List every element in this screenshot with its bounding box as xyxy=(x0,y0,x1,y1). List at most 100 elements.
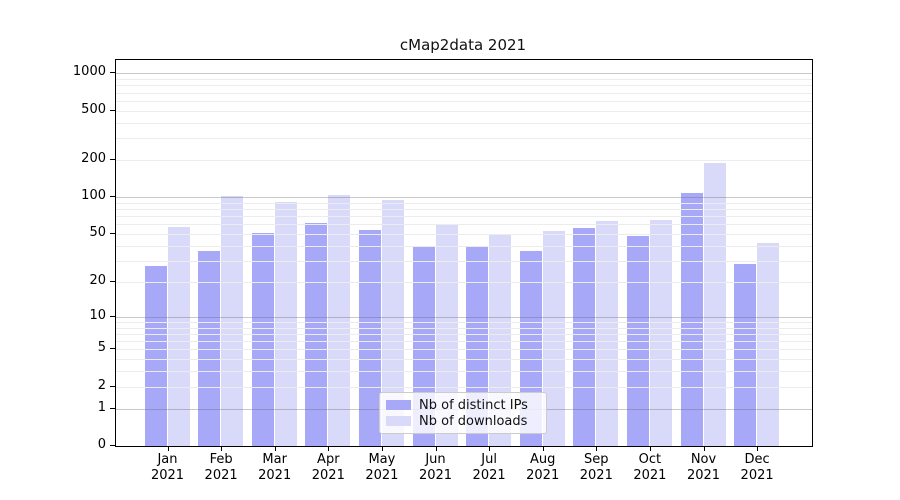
y-tick-label-0: 0 xyxy=(97,437,106,452)
y-tick-label-200: 200 xyxy=(81,150,106,166)
y-tick-mark xyxy=(110,385,115,387)
y-tick-mark xyxy=(110,280,115,282)
gridline-5 xyxy=(116,349,812,351)
x-tick-label-sep: Sep 2021 xyxy=(579,452,613,483)
bar-oct-downloads xyxy=(649,220,672,446)
legend-item-downloads: Nb of downloads xyxy=(386,413,538,429)
x-tick-label-jul: Jul 2021 xyxy=(472,452,506,483)
gridline-9 xyxy=(116,321,812,323)
bar-feb-distinct-ips xyxy=(198,251,221,446)
bar-jan-downloads xyxy=(167,226,190,446)
legend-swatch-distinct-ips xyxy=(386,400,411,410)
plot-area xyxy=(115,59,813,447)
gridline-7 xyxy=(116,333,812,335)
y-tick-mark xyxy=(110,196,115,197)
y-tick-mark xyxy=(110,158,115,160)
legend-item-distinct-ips: Nb of distinct IPs xyxy=(386,397,538,413)
bar-sep-downloads xyxy=(596,220,619,446)
x-tick-mark xyxy=(274,446,276,451)
gridline-20 xyxy=(116,281,812,283)
x-tick-mark xyxy=(221,446,223,451)
gridline-700 xyxy=(116,92,812,94)
y-tick-label-20: 20 xyxy=(89,272,106,288)
gridline-3 xyxy=(116,371,812,373)
gridline-1000 xyxy=(116,73,812,75)
gridline-2 xyxy=(116,386,812,388)
gridline-900 xyxy=(116,79,812,80)
gridline-200 xyxy=(116,159,812,161)
gridline-10 xyxy=(116,316,812,318)
y-tick-label-1: 1 xyxy=(97,399,106,415)
legend-swatch-downloads xyxy=(386,416,411,426)
x-tick-label-feb: Feb 2021 xyxy=(204,452,238,483)
x-tick-mark xyxy=(328,446,330,451)
x-tick-mark xyxy=(167,446,169,451)
bar-jan-distinct-ips xyxy=(144,266,167,446)
bar-apr-downloads xyxy=(328,195,351,446)
x-tick-mark xyxy=(381,446,383,451)
y-tick-mark xyxy=(110,72,115,74)
gridline-600 xyxy=(116,100,812,102)
x-tick-mark xyxy=(435,446,437,451)
gridline-500 xyxy=(116,110,812,112)
y-tick-label-50: 50 xyxy=(89,224,106,240)
legend-label-downloads: Nb of downloads xyxy=(419,413,528,429)
x-tick-mark xyxy=(542,446,544,451)
gridline-6 xyxy=(116,341,812,342)
y-tick-mark xyxy=(110,109,115,111)
x-tick-label-aug: Aug 2021 xyxy=(526,452,560,483)
x-tick-label-jan: Jan 2021 xyxy=(150,452,185,483)
gridline-8 xyxy=(116,327,812,329)
bar-mar-distinct-ips xyxy=(251,232,274,446)
gridline-80 xyxy=(116,208,812,210)
y-tick-mark xyxy=(110,315,115,317)
x-tick-label-nov: Nov 2021 xyxy=(686,452,721,483)
gridline-400 xyxy=(116,122,812,124)
y-tick-mark xyxy=(110,445,115,446)
gridline-50 xyxy=(116,233,812,235)
x-tick-label-jun: Jun 2021 xyxy=(418,452,453,483)
bar-feb-downloads xyxy=(221,196,244,446)
bar-dec-distinct-ips xyxy=(734,264,757,446)
x-tick-label-dec: Dec 2021 xyxy=(740,452,774,483)
legend-label-distinct-ips: Nb of distinct IPs xyxy=(419,397,528,413)
gridline-40 xyxy=(116,245,812,247)
y-tick-label-1000: 1000 xyxy=(72,64,106,80)
y-tick-label-100: 100 xyxy=(81,188,106,203)
x-tick-mark xyxy=(703,446,705,451)
x-tick-label-mar: Mar 2021 xyxy=(258,452,292,483)
bar-may-distinct-ips xyxy=(358,229,381,446)
gridline-70 xyxy=(116,216,812,217)
gridline-800 xyxy=(116,85,812,87)
y-tick-label-10: 10 xyxy=(89,307,106,323)
gridline-90 xyxy=(116,202,812,204)
bar-nov-downloads xyxy=(703,162,726,446)
x-tick-label-oct: Oct 2021 xyxy=(633,452,667,483)
bar-dec-downloads xyxy=(757,243,780,446)
bar-aug-downloads xyxy=(542,230,565,446)
y-tick-mark xyxy=(110,232,115,234)
legend: Nb of distinct IPs Nb of downloads xyxy=(379,392,547,434)
x-tick-label-may: May 2021 xyxy=(365,452,399,483)
x-tick-label-apr: Apr 2021 xyxy=(311,452,345,483)
bar-nov-distinct-ips xyxy=(680,193,703,446)
y-tick-mark xyxy=(110,407,115,409)
y-tick-mark xyxy=(110,348,115,350)
bar-jun-downloads xyxy=(435,224,458,446)
chart-title: cMap2data 2021 xyxy=(399,36,527,54)
x-tick-mark xyxy=(757,446,759,451)
bar-may-downloads xyxy=(381,200,404,446)
gridline-100 xyxy=(116,197,812,198)
gridline-300 xyxy=(116,138,812,140)
y-tick-label-500: 500 xyxy=(81,101,106,117)
y-tick-label-2: 2 xyxy=(97,377,106,393)
gridline-60 xyxy=(116,224,812,226)
x-tick-mark xyxy=(489,446,491,451)
y-tick-label-5: 5 xyxy=(97,340,106,356)
x-tick-mark xyxy=(596,446,598,451)
gridline-4 xyxy=(116,359,812,361)
x-tick-mark xyxy=(649,446,651,451)
bar-mar-downloads xyxy=(274,201,297,446)
gridline-30 xyxy=(116,260,812,262)
